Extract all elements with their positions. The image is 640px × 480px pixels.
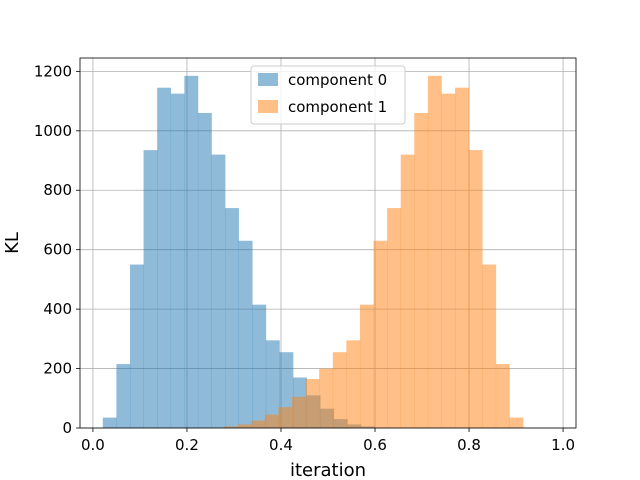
legend-box [250, 65, 406, 125]
plot-frame [79, 57, 577, 429]
legend-swatch-component-0 [258, 73, 278, 86]
histogram-bar-component-1 [414, 112, 429, 428]
histogram-bar-component-0 [116, 364, 131, 428]
histogram-bar-component-0 [129, 264, 144, 428]
histogram-bar-component-0 [170, 93, 185, 428]
x-tick-label: 1.0 [551, 436, 575, 454]
histogram-bar-component-1 [468, 150, 483, 428]
histogram-bar-component-0 [265, 340, 280, 428]
y-tick-label: 800 [43, 181, 72, 199]
axis-ticks: 0.0 0.2 0.4 0.6 0.8 1.0 0 200 400 600 800 1000 1200 [34, 62, 575, 454]
y-tick-label: 0 [62, 419, 72, 437]
histogram-bar-component-1 [482, 264, 497, 428]
histogram-bar-component-0 [225, 208, 239, 428]
histogram-bar-component-1 [319, 368, 334, 428]
histogram-bar-component-0 [184, 75, 199, 428]
histogram-bar-component-0 [211, 154, 226, 428]
histogram-bar-component-1 [278, 407, 293, 428]
histogram-bar-component-1 [441, 93, 456, 428]
histogram-bar-component-1 [332, 352, 347, 428]
x-tick-label: 0.6 [363, 436, 387, 454]
histogram-bar-component-0 [252, 304, 267, 428]
histogram-bar-component-1 [264, 414, 279, 428]
y-tick-label: 1000 [34, 122, 72, 140]
histogram-bar-component-0 [238, 240, 253, 428]
histogram-bar-component-1 [346, 340, 361, 428]
y-tick-label: 200 [43, 360, 72, 378]
y-axis-label: KL [2, 232, 23, 254]
legend-label-component-0: component 0 [288, 71, 387, 89]
histogram-bar-component-1 [373, 240, 388, 428]
x-axis-label: iteration [290, 460, 366, 480]
histogram-bar-component-1 [237, 424, 252, 428]
histogram-bar-component-1 [400, 154, 415, 428]
x-tick-label: 0.0 [81, 436, 105, 454]
legend-swatch-component-1 [258, 100, 278, 113]
histogram-bar-component-1 [359, 304, 374, 428]
histogram-bar-component-1 [495, 364, 510, 428]
histogram-bar-component-1 [292, 396, 306, 428]
y-tick-label: 1200 [34, 62, 72, 80]
histogram-bar-component-0 [197, 112, 212, 428]
x-tick-label: 0.4 [269, 436, 293, 454]
histogram-bar-component-1 [251, 420, 266, 428]
histogram-bar-component-1 [224, 426, 238, 428]
histogram-bar-component-1 [455, 87, 469, 428]
legend-label-component-1: component 1 [288, 98, 387, 116]
histogram-bar-component-1 [509, 417, 524, 428]
histogram-bar-component-1 [427, 75, 442, 428]
histogram-bar-component-0 [143, 150, 158, 428]
y-tick-label: 400 [43, 300, 72, 318]
x-tick-label: 0.2 [175, 436, 199, 454]
histogram-bars [102, 75, 524, 428]
histogram-bar-component-0 [102, 417, 117, 428]
legend: component 0 component 1 [250, 65, 406, 125]
histogram-bar-component-1 [305, 378, 320, 428]
x-tick-label: 0.8 [457, 436, 481, 454]
y-tick-label: 600 [43, 241, 72, 259]
histogram-bar-component-0 [157, 87, 172, 428]
histogram-bar-component-1 [387, 208, 402, 428]
